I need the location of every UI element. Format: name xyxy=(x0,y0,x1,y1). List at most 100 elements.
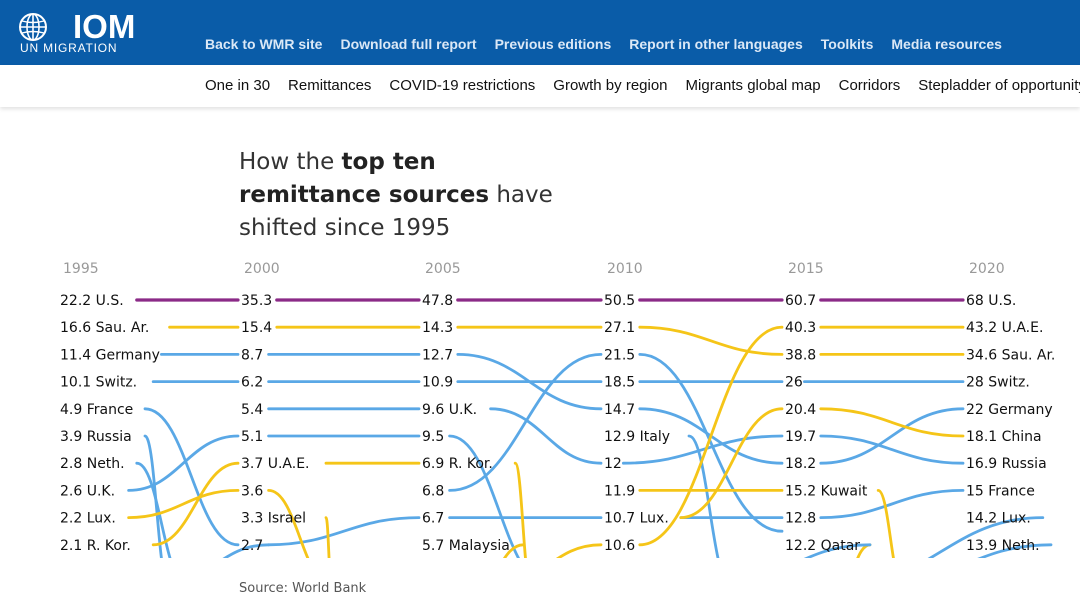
rank-link-29 xyxy=(819,434,965,465)
subnav-covid-restrictions[interactable]: COVID-19 restrictions xyxy=(389,77,536,94)
rank-link-27 xyxy=(489,407,603,465)
rank-label-2015-8[interactable]: 15.2 Kuwait xyxy=(785,483,868,499)
rank-label-2000-10[interactable]: 2.7 xyxy=(241,538,263,554)
year-label-2005: 2005 xyxy=(425,261,461,277)
rank-label-2010-2[interactable]: 27.1 xyxy=(604,320,635,336)
year-label-1995: 1995 xyxy=(63,261,99,277)
rank-label-2015-10[interactable]: 12.2 Qatar xyxy=(785,538,860,554)
rank-link-38 xyxy=(513,461,527,558)
rank-label-1995-4[interactable]: 10.1 Switz. xyxy=(60,375,137,391)
rank-label-2020-1[interactable]: 68 U.S. xyxy=(966,293,1016,309)
rank-label-2015-1[interactable]: 60.7 xyxy=(785,293,816,309)
rank-label-2000-5[interactable]: 5.4 xyxy=(241,402,263,418)
nav-back-to-wmr[interactable]: Back to WMR site xyxy=(205,36,323,52)
subnav-one-in-30[interactable]: One in 30 xyxy=(205,77,271,94)
rank-label-2015-7[interactable]: 18.2 xyxy=(785,456,816,472)
rank-label-2010-6[interactable]: 12.9 Italy xyxy=(604,429,670,445)
rank-label-2010-5[interactable]: 14.7 xyxy=(604,402,635,418)
chart-source: Source: World Bank xyxy=(239,581,367,596)
rank-label-1995-7[interactable]: 2.8 Neth. xyxy=(60,456,125,472)
rank-link-36 xyxy=(151,461,240,547)
rank-label-2005-8[interactable]: 6.8 xyxy=(422,483,444,499)
rank-label-2010-10[interactable]: 10.6 xyxy=(604,538,635,554)
subnav-stepladder[interactable]: Stepladder of opportunity xyxy=(918,77,1080,94)
rank-label-2020-9[interactable]: 14.2 Lux. xyxy=(966,511,1031,527)
rank-label-2020-7[interactable]: 16.9 Russia xyxy=(966,456,1047,472)
rank-link-55 xyxy=(803,543,872,558)
nav-download-report[interactable]: Download full report xyxy=(340,36,477,52)
subnav-migrants-map[interactable]: Migrants global map xyxy=(685,77,821,94)
year-label-2015: 2015 xyxy=(788,261,824,277)
rank-link-20 xyxy=(143,407,240,547)
rank-label-2010-4[interactable]: 18.5 xyxy=(604,375,635,391)
rank-label-2010-8[interactable]: 11.9 xyxy=(604,483,635,499)
nav-toolkits[interactable]: Toolkits xyxy=(820,36,874,52)
subnav-growth-by-region[interactable]: Growth by region xyxy=(553,77,668,94)
nav-media-resources[interactable]: Media resources xyxy=(891,36,1002,52)
rank-label-2020-2[interactable]: 43.2 U.A.E. xyxy=(966,320,1043,336)
rank-link-35 xyxy=(267,489,310,558)
rank-label-2005-4[interactable]: 10.9 xyxy=(422,375,453,391)
rank-label-2005-3[interactable]: 12.7 xyxy=(422,347,453,363)
rank-label-1995-6[interactable]: 3.9 Russia xyxy=(60,429,132,445)
rank-link-43 xyxy=(502,543,525,558)
rank-label-2020-3[interactable]: 34.6 Sau. Ar. xyxy=(966,347,1055,363)
logo-wordmark: IOM xyxy=(73,8,136,45)
rank-link-39 xyxy=(324,516,331,558)
rank-label-2010-9[interactable]: 10.7 Lux. xyxy=(604,511,669,527)
rank-label-2000-9[interactable]: 3.3 Israel xyxy=(241,511,306,527)
rank-label-2005-6[interactable]: 9.5 xyxy=(422,429,444,445)
rank-label-2020-4[interactable]: 28 Switz. xyxy=(966,375,1030,391)
rank-label-1995-2[interactable]: 16.6 Sau. Ar. xyxy=(60,320,149,336)
section-nav: One in 30 Remittances COVID-19 restricti… xyxy=(0,65,1080,107)
subnav-corridors[interactable]: Corridors xyxy=(838,77,901,94)
rank-label-2010-7[interactable]: 12 xyxy=(604,456,622,472)
rank-label-2000-4[interactable]: 6.2 xyxy=(241,375,263,391)
rank-label-2015-5[interactable]: 20.4 xyxy=(785,402,816,418)
rank-label-1995-1[interactable]: 22.2 U.S. xyxy=(60,293,124,309)
rank-label-2020-6[interactable]: 18.1 China xyxy=(966,429,1042,445)
iom-logo[interactable]: IOM UN MIGRATION xyxy=(18,9,135,55)
rank-label-2020-10[interactable]: 13.9 Neth. xyxy=(966,538,1040,554)
rank-link-51 xyxy=(876,489,895,558)
rank-label-2005-9[interactable]: 6.7 xyxy=(422,511,444,527)
rank-label-1995-9[interactable]: 2.2 Lux. xyxy=(60,511,116,527)
rank-label-1995-10[interactable]: 2.1 R. Kor. xyxy=(60,538,131,554)
subnav-remittances[interactable]: Remittances xyxy=(288,77,372,94)
rank-label-2015-9[interactable]: 12.8 xyxy=(785,511,816,527)
rank-label-2005-2[interactable]: 14.3 xyxy=(422,320,453,336)
rank-label-2000-6[interactable]: 5.1 xyxy=(241,429,263,445)
rank-link-31 xyxy=(127,434,240,492)
rank-link-28 xyxy=(622,434,784,465)
chart-title-bold: top ten remittance sources xyxy=(239,149,490,208)
rank-label-2010-3[interactable]: 21.5 xyxy=(604,347,635,363)
rank-label-2005-5[interactable]: 9.6 U.K. xyxy=(422,402,477,418)
nav-other-languages[interactable]: Report in other languages xyxy=(629,36,803,52)
rank-label-2000-7[interactable]: 3.7 U.A.E. xyxy=(241,456,310,472)
rank-label-2015-4[interactable]: 26 xyxy=(785,375,803,391)
rank-link-45 xyxy=(687,434,720,558)
rank-link-33 xyxy=(448,434,521,558)
rank-label-1995-8[interactable]: 2.6 U.K. xyxy=(60,483,115,499)
rank-label-2020-8[interactable]: 15 France xyxy=(966,483,1035,499)
year-label-2010: 2010 xyxy=(607,261,643,277)
rank-label-2020-5[interactable]: 22 Germany xyxy=(966,402,1053,418)
rank-label-2010-1[interactable]: 50.5 xyxy=(604,293,635,309)
rank-link-54 xyxy=(927,516,1045,558)
rank-label-1995-5[interactable]: 4.9 France xyxy=(60,402,133,418)
rank-label-2000-3[interactable]: 8.7 xyxy=(241,347,263,363)
top-header: IOM UN MIGRATION Back to WMR site Downlo… xyxy=(0,0,1080,65)
rank-label-2015-6[interactable]: 19.7 xyxy=(785,429,816,445)
rank-label-2000-1[interactable]: 35.3 xyxy=(241,293,272,309)
nav-previous-editions[interactable]: Previous editions xyxy=(494,36,612,52)
rank-label-2005-7[interactable]: 6.9 R. Kor. xyxy=(422,456,493,472)
rank-label-2000-8[interactable]: 3.6 xyxy=(241,483,263,499)
rank-label-2000-2[interactable]: 15.4 xyxy=(241,320,272,336)
rank-label-2015-3[interactable]: 38.8 xyxy=(785,347,816,363)
rank-label-2015-2[interactable]: 40.3 xyxy=(785,320,816,336)
rank-label-2005-10[interactable]: 5.7 Malaysia xyxy=(422,538,510,554)
rank-label-1995-3[interactable]: 11.4 Germany xyxy=(60,347,160,363)
rank-link-41 xyxy=(448,353,603,492)
rank-link-47 xyxy=(638,325,784,547)
rank-label-2005-1[interactable]: 47.8 xyxy=(422,293,453,309)
